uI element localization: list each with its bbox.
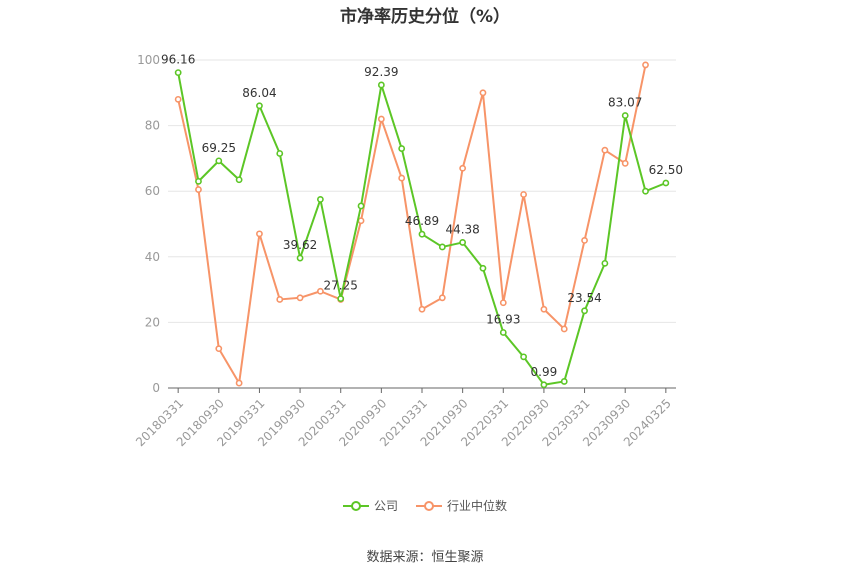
series-point-1	[256, 230, 263, 238]
series-point-1	[459, 164, 467, 172]
series-point-1	[499, 299, 507, 307]
series-point-0	[662, 179, 670, 187]
legend-label-industry-median: 行业中位数	[447, 499, 508, 513]
line-chart: 0 20 40 60 80 100 201803312018093020190331201…	[133, 53, 683, 450]
data-label: 0.99	[531, 365, 558, 379]
series-line-1	[177, 64, 647, 385]
series-point-0	[581, 307, 588, 315]
series-point-0	[479, 264, 487, 272]
data-label: 69.25	[202, 141, 236, 155]
grid-lines	[168, 59, 676, 323]
series-point-1	[296, 294, 304, 302]
chart-title: 市净率历史分位（%）	[339, 7, 511, 27]
data-label: 27.25	[324, 279, 358, 293]
series-point-0	[296, 254, 304, 262]
series-point-1	[621, 159, 629, 167]
y-tick-labels: 0 20 40 60 80 100	[137, 53, 160, 395]
series-point-1	[195, 186, 202, 193]
data-label: 92.39	[364, 65, 398, 79]
series-point-0	[459, 239, 467, 246]
series-point-0	[215, 157, 223, 165]
series-point-0	[499, 329, 507, 336]
series-point-0	[560, 378, 568, 385]
series-point-1	[581, 236, 588, 244]
data-label: 46.89	[405, 214, 439, 228]
legend-item-company[interactable]: 公司	[342, 497, 398, 514]
series-point-0	[642, 187, 649, 195]
series-point-1	[642, 61, 649, 69]
data-label: 16.93	[486, 312, 520, 326]
series-point-1	[540, 305, 548, 313]
legend-label-company: 公司	[373, 499, 398, 513]
series-point-1	[601, 146, 609, 154]
series-layer	[174, 61, 670, 389]
y-tick-label: 80	[145, 119, 160, 133]
data-label: 62.50	[649, 163, 683, 177]
x-tick-labels: 2018033120180930201903312019093020200331…	[133, 396, 674, 449]
series-point-0	[418, 230, 426, 238]
legend: 公司 行业中位数	[0, 497, 850, 514]
y-tick-label: 40	[145, 250, 160, 264]
series-point-0	[377, 81, 385, 89]
series-point-1	[560, 325, 568, 333]
series-point-0	[357, 202, 365, 210]
series-point-1	[438, 294, 446, 302]
series-point-1	[377, 115, 385, 123]
legend-swatch-industry-median	[416, 500, 442, 511]
y-tick-label: 20	[145, 315, 160, 329]
series-point-0	[398, 145, 406, 152]
data-label: 23.54	[567, 291, 601, 305]
series-point-0	[621, 112, 629, 119]
y-tick-label: 60	[145, 184, 160, 198]
data-source: 数据来源：恒生聚源	[366, 550, 484, 565]
series-point-1	[479, 89, 487, 97]
series-point-1	[215, 345, 223, 353]
series-point-1	[398, 174, 406, 182]
series-point-0	[601, 259, 609, 267]
series-point-1	[418, 305, 426, 313]
series-point-0	[540, 381, 548, 389]
series-point-1	[316, 287, 324, 295]
legend-swatch-company	[342, 500, 369, 511]
series-point-0	[235, 176, 243, 184]
series-point-0	[276, 150, 284, 157]
series-point-0	[256, 102, 263, 110]
series-point-0	[316, 195, 324, 203]
y-tick-label: 100	[137, 53, 160, 67]
series-point-0	[520, 353, 527, 361]
data-label: 83.07	[608, 96, 642, 110]
data-label-layer: 96.16 69.25 86.04 39.62 27.25 92.39 46.89 44.38…	[161, 53, 683, 379]
data-label: 86.04	[242, 86, 276, 100]
series-point-1	[235, 379, 243, 387]
series-line-0	[177, 72, 667, 386]
series-point-0	[438, 243, 446, 251]
series-point-1	[276, 296, 284, 303]
axes	[168, 387, 676, 393]
series-point-0	[195, 177, 202, 185]
y-tick-label: 0	[152, 381, 160, 395]
data-label: 96.16	[161, 53, 195, 67]
series-point-1	[520, 191, 527, 198]
series-point-0	[174, 69, 182, 76]
legend-item-industry-median[interactable]: 行业中位数	[416, 497, 507, 514]
series-point-1	[174, 95, 182, 103]
series-point-0	[337, 295, 345, 303]
data-label: 44.38	[445, 222, 479, 236]
data-label: 39.62	[283, 238, 317, 252]
